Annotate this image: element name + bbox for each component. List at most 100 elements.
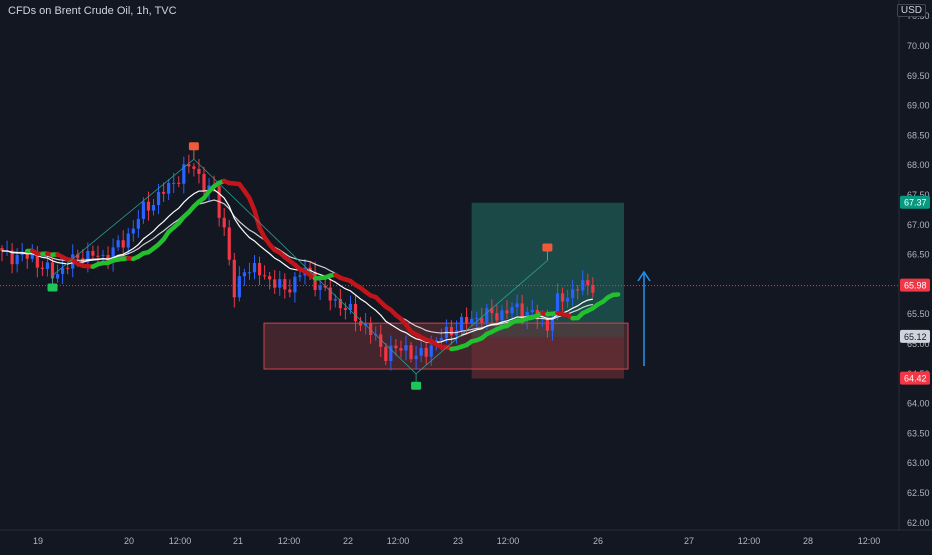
candle-body[interactable]: [505, 310, 508, 313]
candle-body[interactable]: [278, 279, 281, 288]
candle-body[interactable]: [586, 280, 589, 285]
candle-body[interactable]: [117, 240, 120, 247]
candle-body[interactable]: [293, 277, 296, 293]
candle-body[interactable]: [576, 289, 579, 290]
candle-body[interactable]: [91, 251, 94, 256]
interval-label: 1h: [136, 5, 148, 17]
candle-body[interactable]: [531, 310, 534, 312]
candle-body[interactable]: [561, 293, 564, 301]
candle-body[interactable]: [96, 256, 99, 257]
candle-body[interactable]: [485, 308, 488, 322]
candle-body[interactable]: [16, 255, 19, 264]
candle-body[interactable]: [460, 317, 463, 331]
candle-body[interactable]: [142, 202, 145, 219]
candle-body[interactable]: [228, 227, 231, 259]
candle-body[interactable]: [162, 192, 165, 194]
candle-body[interactable]: [450, 327, 453, 335]
candle-body[interactable]: [147, 202, 150, 211]
candle-body[interactable]: [66, 268, 69, 269]
candle-body[interactable]: [223, 218, 226, 228]
candle-body[interactable]: [344, 308, 347, 310]
candle-body[interactable]: [440, 338, 443, 340]
candle-body[interactable]: [546, 319, 549, 331]
candle-body[interactable]: [566, 298, 569, 301]
candle-body[interactable]: [319, 286, 322, 290]
candle-body[interactable]: [238, 276, 241, 297]
price-tick-label: 66.50: [907, 250, 930, 260]
candle-body[interactable]: [253, 263, 256, 272]
candle-body[interactable]: [192, 166, 195, 168]
time-tick-label: 28: [803, 536, 813, 546]
currency-label[interactable]: USD: [897, 4, 926, 17]
candle-body[interactable]: [132, 229, 135, 234]
candle-body[interactable]: [243, 272, 246, 276]
candle-body[interactable]: [591, 285, 594, 293]
price-tick-label: 68.50: [907, 130, 930, 140]
candle-body[interactable]: [167, 183, 170, 194]
candle-body[interactable]: [273, 279, 276, 287]
candle-body[interactable]: [334, 299, 337, 301]
candle-body[interactable]: [41, 268, 44, 269]
candle-body[interactable]: [137, 219, 140, 229]
candle-body[interactable]: [122, 240, 125, 247]
candle-body[interactable]: [127, 234, 130, 248]
candle-body[interactable]: [500, 310, 503, 320]
candle-body[interactable]: [101, 255, 104, 256]
candle-body[interactable]: [415, 356, 418, 359]
candle-body[interactable]: [495, 313, 498, 320]
candle-body[interactable]: [470, 319, 473, 324]
candle-body[interactable]: [283, 279, 286, 289]
candle-body[interactable]: [263, 275, 266, 276]
candle-body[interactable]: [399, 348, 402, 350]
candle-body[interactable]: [409, 345, 412, 359]
candle-body[interactable]: [404, 345, 407, 350]
buy-signal-marker[interactable]: [411, 382, 421, 390]
candle-body[interactable]: [510, 307, 513, 313]
candle-body[interactable]: [420, 348, 423, 356]
sell-signal-marker[interactable]: [542, 244, 552, 252]
candle-body[interactable]: [268, 276, 271, 279]
time-tick-label: 23: [453, 536, 463, 546]
time-tick-label: 26: [593, 536, 603, 546]
candle-body[interactable]: [46, 262, 49, 269]
candle-body[interactable]: [288, 289, 291, 292]
candle-body[interactable]: [202, 174, 205, 191]
price-tick-label: 63.50: [907, 428, 930, 438]
candle-body[interactable]: [384, 347, 387, 361]
candle-body[interactable]: [56, 274, 59, 279]
candle-body[interactable]: [465, 317, 468, 323]
candle-body[interactable]: [61, 268, 64, 274]
candle-body[interactable]: [516, 303, 519, 307]
price-tick-label: 62.50: [907, 488, 930, 498]
candle-body[interactable]: [314, 272, 317, 290]
candle-body[interactable]: [354, 304, 357, 321]
candle-body[interactable]: [581, 280, 584, 290]
price-tick-label: 69.00: [907, 101, 930, 111]
candle-body[interactable]: [152, 205, 155, 211]
price-tick-label: 69.50: [907, 71, 930, 81]
candle-body[interactable]: [571, 289, 574, 298]
current-price-tag: 65.98: [904, 281, 927, 291]
candle-body[interactable]: [258, 263, 261, 275]
buy-signal-marker[interactable]: [48, 283, 58, 291]
candle-body[interactable]: [177, 183, 180, 184]
price-axis[interactable]: 62.0062.5063.0063.5064.0064.5065.0065.50…: [907, 11, 930, 528]
candle-body[interactable]: [359, 321, 362, 325]
candle-body[interactable]: [475, 318, 478, 319]
candle-body[interactable]: [157, 192, 160, 205]
candle-body[interactable]: [425, 348, 428, 357]
sell-signal-marker[interactable]: [189, 142, 199, 150]
entry-price-tag: 65.12: [904, 332, 927, 342]
candle-body[interactable]: [248, 272, 251, 273]
candle-body[interactable]: [394, 346, 397, 348]
candle-body[interactable]: [298, 275, 301, 276]
chart-symbol-title[interactable]: CFDs on Brent Crude Oil, 1h, TVC: [8, 5, 177, 17]
candle-body[interactable]: [430, 345, 433, 356]
candle-body[interactable]: [233, 260, 236, 298]
target-price-tag: 67.37: [904, 198, 927, 208]
candle-body[interactable]: [197, 169, 200, 174]
candle-body[interactable]: [172, 183, 175, 184]
